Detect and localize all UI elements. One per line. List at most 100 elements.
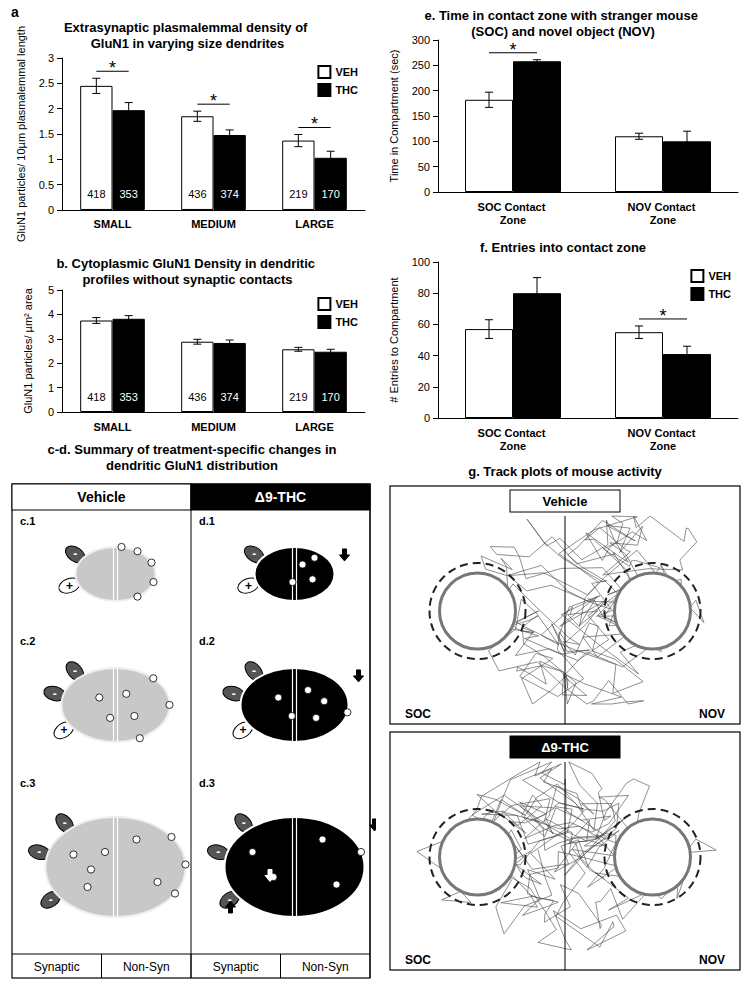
svg-text:Synaptic: Synaptic [213,960,259,974]
svg-text:dendritic GluN1 distribution: dendritic GluN1 distribution [106,458,278,473]
svg-text:200: 200 [412,85,430,97]
svg-text:374: 374 [220,188,238,200]
svg-text:VEH: VEH [335,298,358,310]
svg-text:LARGE: LARGE [295,218,334,230]
svg-text:0: 0 [48,406,54,418]
svg-text:Non-Syn: Non-Syn [123,960,170,974]
svg-text:-: - [232,687,236,701]
svg-text:NOV Contact: NOV Contact [628,427,699,439]
svg-text:170: 170 [321,391,339,403]
svg-text:THC: THC [335,84,358,96]
svg-text:Vehicle: Vehicle [543,494,588,509]
svg-text:0: 0 [424,412,430,424]
svg-text:353: 353 [119,391,137,403]
svg-text:436: 436 [188,188,206,200]
svg-text:*: * [311,114,318,134]
svg-text:Δ9-THC: Δ9-THC [541,740,589,755]
svg-text:-: - [53,687,57,701]
svg-text:MEDIUM: MEDIUM [191,218,236,230]
svg-text:3: 3 [48,333,54,345]
svg-text:-: - [37,845,41,859]
svg-text:a: a [11,4,19,20]
svg-text:4: 4 [48,308,54,320]
svg-text:374: 374 [220,391,238,403]
svg-text:2: 2 [48,357,54,369]
svg-text:g. Track plots of mouse activi: g. Track plots of mouse activity [468,464,662,479]
svg-text:418: 418 [87,391,105,403]
svg-text:NOV Contact: NOV Contact [628,201,699,213]
svg-text:GluN1 in varying size dendrite: GluN1 in varying size dendrites [91,36,285,51]
svg-text:-: - [216,845,220,859]
svg-text:THC: THC [708,288,731,300]
svg-text:c-d. Summary of treatment-spec: c-d. Summary of treatment-specific chang… [48,442,337,457]
svg-text:*: * [509,40,516,60]
svg-text:*: * [210,91,217,111]
svg-text:300: 300 [412,34,430,46]
svg-text:Zone: Zone [650,440,676,452]
svg-text:Zone: Zone [500,214,526,226]
svg-text:SOC Contact: SOC Contact [478,427,549,439]
svg-text:Non-Syn: Non-Syn [302,960,349,974]
svg-text:418: 418 [87,188,105,200]
svg-text:1: 1 [48,153,54,165]
svg-text:VEH: VEH [708,270,731,282]
svg-text:Zone: Zone [650,214,676,226]
svg-text:-: - [242,816,246,830]
svg-text:40: 40 [418,350,430,362]
svg-text:50: 50 [418,161,430,173]
svg-text:Zone: Zone [500,440,526,452]
svg-text:MEDIUM: MEDIUM [191,421,236,433]
svg-text:SOC: SOC [405,953,431,967]
svg-text:+: + [245,579,252,593]
svg-text:SOC Contact: SOC Contact [478,201,549,213]
svg-text:436: 436 [188,391,206,403]
svg-text:-: - [73,547,77,561]
svg-text:Synaptic: Synaptic [34,960,80,974]
svg-text:c.2: c.2 [20,635,35,647]
svg-text:100: 100 [412,256,430,268]
svg-text:Vehicle: Vehicle [77,489,125,505]
svg-text:219: 219 [289,391,307,403]
svg-text:Extrasynaptic plasmalemmal den: Extrasynaptic plasmalemmal density of [64,20,311,35]
svg-text:Time in Compartment (sec): Time in Compartment (sec) [388,50,400,183]
svg-text:b. Cytoplasmic GluN1 Density i: b. Cytoplasmic GluN1 Density in dendriti… [56,256,318,271]
svg-text:250: 250 [412,59,430,71]
svg-text:GluN1 particles/ 10µm plasmale: GluN1 particles/ 10µm plasmalemmal lengt… [15,26,27,242]
svg-text:150: 150 [412,110,430,122]
svg-text:5: 5 [48,284,54,296]
svg-text:-: - [252,664,256,678]
svg-text:NOV: NOV [699,953,725,967]
svg-text:SMALL: SMALL [94,421,132,433]
svg-text:+: + [239,723,246,737]
svg-text:SOC: SOC [405,707,431,721]
svg-text:170: 170 [321,188,339,200]
svg-text:GluN1 particles/ µm² area: GluN1 particles/ µm² area [22,287,34,413]
svg-text:SMALL: SMALL [94,218,132,230]
svg-text:0: 0 [48,204,54,216]
svg-text:*: * [109,58,116,78]
svg-text:-: - [49,893,53,907]
svg-text:-: - [63,816,67,830]
svg-text:80: 80 [418,287,430,299]
svg-text:*: * [659,306,666,326]
svg-text:# Entries to Compartment: # Entries to Compartment [388,277,400,402]
svg-text:0: 0 [424,186,430,198]
svg-text:+: + [66,579,73,593]
svg-text:0.5: 0.5 [39,179,54,191]
svg-text:1: 1 [48,382,54,394]
svg-text:353: 353 [119,188,137,200]
svg-text:NOV: NOV [699,707,725,721]
svg-text:100: 100 [412,135,430,147]
svg-text:(SOC) and novel object (NOV): (SOC) and novel object (NOV) [471,24,654,39]
svg-text:c.1: c.1 [20,515,35,527]
svg-text:VEH: VEH [335,66,358,78]
svg-text:20: 20 [418,381,430,393]
svg-text:2.5: 2.5 [39,77,54,89]
svg-text:1.5: 1.5 [39,128,54,140]
svg-text:profiles without synaptic cont: profiles without synaptic contacts [82,272,292,287]
svg-text:d.3: d.3 [199,777,215,789]
svg-text:e. Time in contact zone with s: e. Time in contact zone with stranger mo… [424,8,701,23]
svg-text:Δ9-THC: Δ9-THC [255,489,306,505]
svg-text:-: - [252,547,256,561]
svg-text:d.2: d.2 [199,635,215,647]
